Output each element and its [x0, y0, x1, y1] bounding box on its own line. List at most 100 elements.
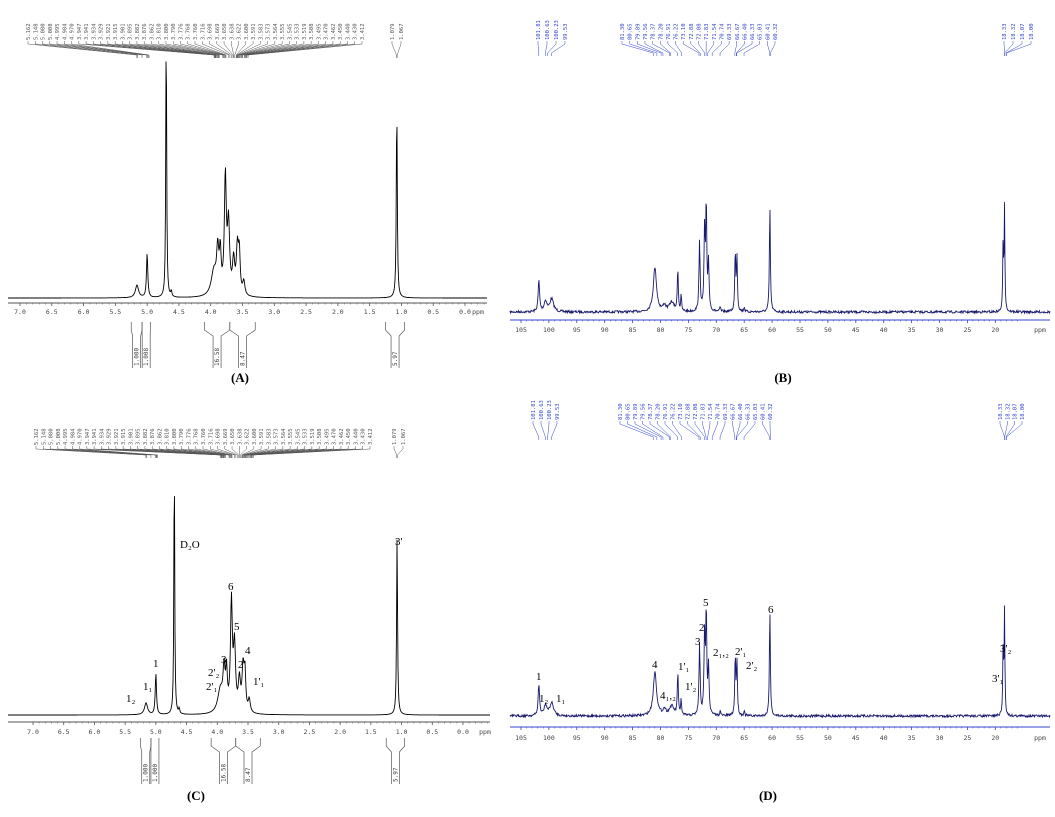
- integral-value: 8.47: [240, 351, 247, 366]
- peak-list-leader: [107, 41, 216, 58]
- peak-list-leader: [627, 421, 658, 440]
- peak-list-value: 3.776: [186, 428, 192, 445]
- peak-list-leader: [100, 41, 216, 58]
- peak-list-leader: [85, 41, 215, 58]
- peak-list-value: 3.583: [258, 23, 264, 40]
- peak-list-value: 79.89: [635, 23, 641, 40]
- peak-list-value: 3.790: [171, 23, 177, 40]
- peak-list-value: 3.947: [77, 23, 83, 40]
- peak-list-value: 71.54: [712, 23, 718, 40]
- integral-bracket: [229, 322, 256, 368]
- peak-label: 2: [699, 622, 705, 634]
- integral-value: 1.008: [143, 348, 150, 366]
- peak-list-value: 99.53: [563, 23, 569, 40]
- x-tick-label: 55: [796, 326, 804, 334]
- peak-label: 3: [221, 654, 227, 666]
- x-tick-label: 80: [657, 734, 665, 742]
- peak-list-leader: [1004, 41, 1014, 56]
- peak-list-leader: [391, 41, 397, 58]
- peak-list-value: 3.462: [339, 428, 345, 445]
- peak-list-value: 3.440: [353, 428, 359, 445]
- x-axis-label: ppm: [472, 308, 484, 316]
- x-tick-label: 5.5: [119, 728, 131, 736]
- peak-list-value: 3.470: [332, 428, 338, 445]
- peak-list-leader: [719, 421, 726, 440]
- peak-label: 3': [395, 536, 403, 548]
- peak-list-value: 3.519: [302, 23, 308, 40]
- peak-list-value: 100.23: [554, 20, 560, 40]
- peak-list-value: 3.583: [266, 428, 272, 445]
- peak-list-value: 101.81: [536, 20, 542, 40]
- peak-list-value: 3.545: [287, 23, 293, 40]
- peak-list-leader: [736, 421, 748, 440]
- peak-list-value: 3.768: [186, 23, 192, 40]
- peak-list-leader: [64, 41, 149, 58]
- x-tick-label: 1.5: [364, 308, 376, 316]
- peak-list-value: 4.970: [70, 23, 76, 40]
- peak-list-leader: [736, 41, 745, 56]
- peak-list-value: 1.079: [392, 428, 398, 445]
- peak-list-value: 3.716: [208, 428, 214, 445]
- peak-list-leader: [188, 446, 232, 458]
- peak-list-leader: [637, 41, 662, 56]
- x-tick-label: 70: [712, 734, 720, 742]
- peak-list-leader: [711, 421, 718, 440]
- peak-list-value: 3.941: [84, 23, 90, 40]
- peak-list-value: 18.33: [998, 403, 1004, 420]
- peak-list-value: 3.760: [193, 23, 199, 40]
- panel-label: (B): [774, 370, 791, 385]
- x-tick-label: 4.0: [205, 308, 217, 316]
- peak-list-leader: [93, 41, 216, 58]
- integral-value: 8.47: [245, 767, 252, 782]
- peak-list-value: 3.698: [208, 23, 214, 40]
- peak-list-value: 18.33: [1002, 23, 1008, 40]
- x-tick-label: 7.0: [14, 308, 26, 316]
- peak-list-leader: [241, 41, 305, 58]
- peak-list-value: 4.995: [55, 23, 61, 40]
- x-tick-label: 20: [991, 326, 999, 334]
- peak-label: D₂O: [180, 539, 200, 551]
- peak-list-value: 79.89: [633, 403, 639, 420]
- x-tick-label: 2.5: [300, 308, 312, 316]
- peak-list-leader: [238, 41, 276, 58]
- peak-list-leader: [1006, 41, 1032, 56]
- peak-list-leader: [551, 41, 566, 56]
- peak-list-leader: [734, 41, 737, 56]
- peak-list-leader: [235, 41, 247, 58]
- peak-list-value: 78.20: [658, 23, 664, 40]
- peak-list-value: 3.882: [143, 428, 149, 445]
- peak-list-leader: [682, 41, 700, 56]
- peak-list-value: 3.508: [309, 23, 315, 40]
- peak-list-leader: [42, 41, 143, 58]
- x-axis-label: ppm: [479, 728, 491, 736]
- peak-list-leader: [1005, 421, 1015, 440]
- peak-list-leader: [231, 446, 240, 458]
- peak-list-value: 3.638: [237, 428, 243, 445]
- peak-list-value: 3.934: [91, 23, 97, 40]
- peak-list-leader: [719, 41, 730, 56]
- x-tick-label: 95: [573, 734, 581, 742]
- peak-list-value: 3.800: [164, 23, 170, 40]
- x-tick-label: 60: [768, 326, 776, 334]
- peak-list-leader: [71, 41, 150, 58]
- peak-list-value: 5.162: [26, 23, 32, 40]
- x-tick-label: 6.5: [58, 728, 70, 736]
- peak-list-value: 71.54: [708, 403, 714, 420]
- peak-list-value: 66.40: [742, 23, 748, 40]
- peak-list-leader: [244, 446, 298, 458]
- peak-list-value: 76.91: [663, 403, 669, 420]
- x-tick-label: 3.0: [268, 308, 280, 316]
- peak-list-leader: [187, 41, 226, 58]
- peak-list-value: 3.545: [295, 428, 301, 445]
- peak-list-leader: [122, 446, 223, 458]
- peak-list-value: 3.862: [157, 428, 163, 445]
- peak-list-value: 4.995: [63, 428, 69, 445]
- peak-label: 2'₂: [208, 667, 219, 679]
- peak-list-leader: [173, 446, 230, 458]
- x-tick-label: 105: [515, 734, 527, 742]
- peak-label: 3: [695, 636, 701, 648]
- x-tick-label: 5.0: [150, 728, 162, 736]
- peak-label: 2₁,₂: [713, 647, 729, 659]
- peak-list-value: 3.921: [106, 23, 112, 40]
- peak-list-value: 3.622: [245, 428, 251, 445]
